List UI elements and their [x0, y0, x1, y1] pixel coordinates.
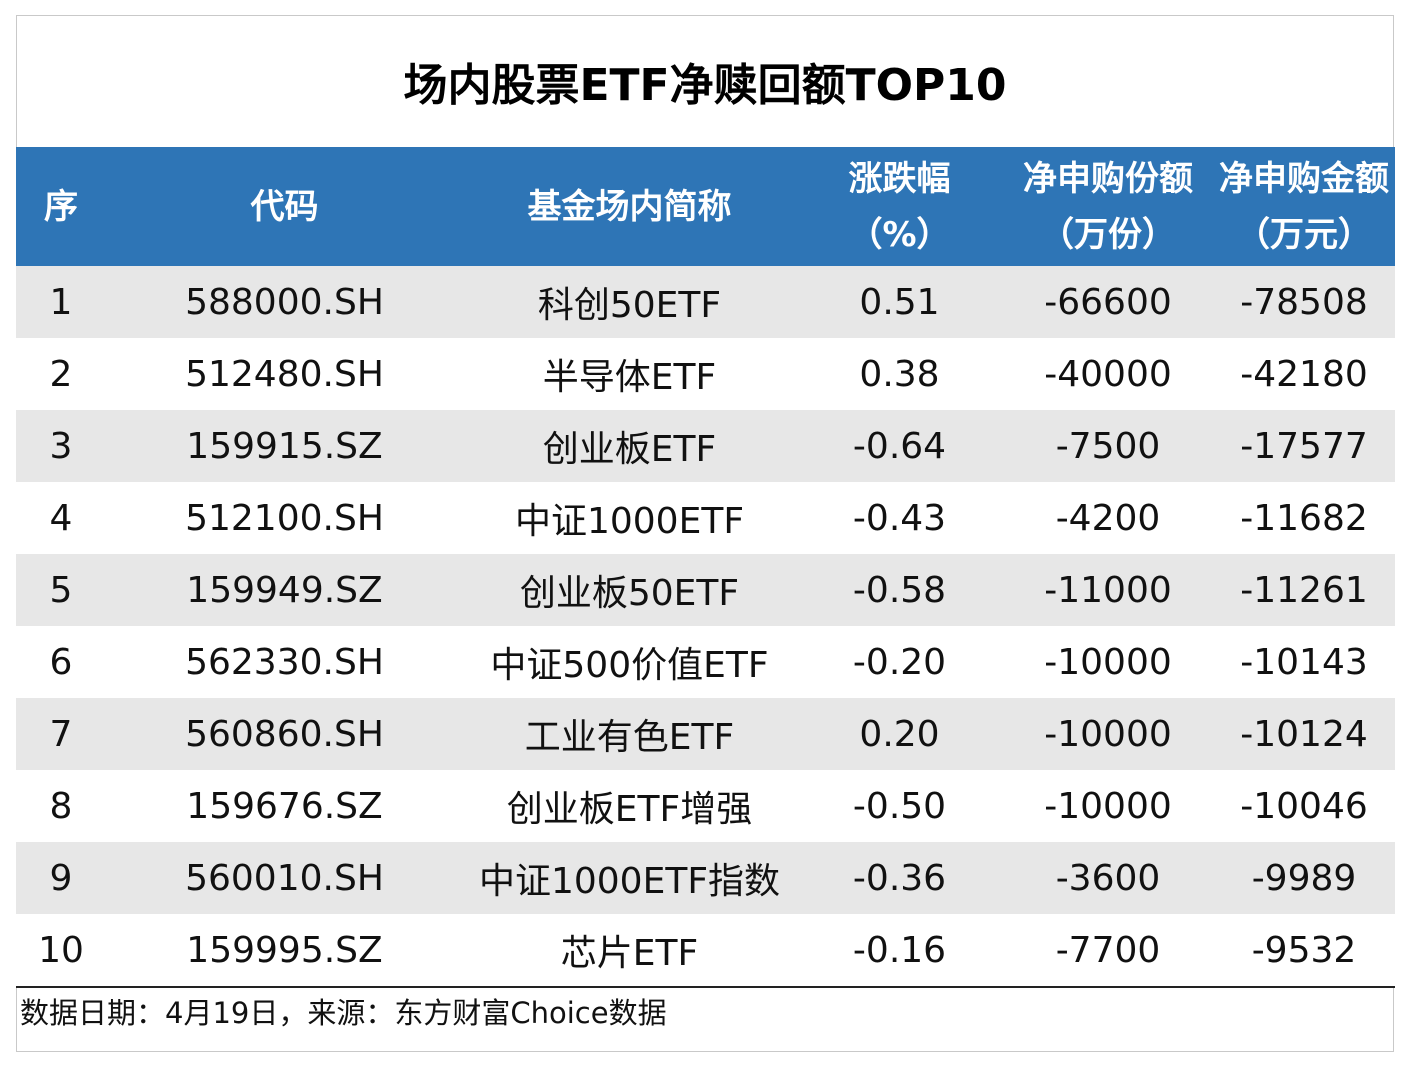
cell-amount: -10124 [1213, 698, 1395, 770]
cell-rank: 10 [16, 914, 106, 988]
column-header-shares: 净申购份额 （万份） [1003, 147, 1213, 266]
table-row: 10 159995.SZ 芯片ETF -0.16 -7700 -9532 [16, 914, 1395, 988]
column-header-amount: 净申购金额 （万元） [1213, 147, 1395, 266]
table-row: 4 512100.SH 中证1000ETF -0.43 -4200 -11682 [16, 482, 1395, 554]
cell-code: 560860.SH [106, 698, 463, 770]
table-row: 7 560860.SH 工业有色ETF 0.20 -10000 -10124 [16, 698, 1395, 770]
cell-change: 0.38 [796, 338, 1003, 410]
cell-rank: 3 [16, 410, 106, 482]
column-header-change: 涨跌幅 （%） [796, 147, 1003, 266]
cell-change: -0.20 [796, 626, 1003, 698]
cell-name: 创业板50ETF [463, 554, 796, 626]
cell-code: 159915.SZ [106, 410, 463, 482]
cell-change: 0.51 [796, 266, 1003, 338]
cell-amount: -9532 [1213, 914, 1395, 988]
cell-rank: 7 [16, 698, 106, 770]
cell-rank: 2 [16, 338, 106, 410]
cell-name: 创业板ETF增强 [463, 770, 796, 842]
table-row: 8 159676.SZ 创业板ETF增强 -0.50 -10000 -10046 [16, 770, 1395, 842]
cell-amount: -17577 [1213, 410, 1395, 482]
cell-code: 159676.SZ [106, 770, 463, 842]
cell-name: 工业有色ETF [463, 698, 796, 770]
column-header-rank: 序 [16, 147, 106, 266]
cell-name: 中证1000ETF [463, 482, 796, 554]
cell-amount: -11682 [1213, 482, 1395, 554]
cell-code: 562330.SH [106, 626, 463, 698]
cell-change: -0.16 [796, 914, 1003, 988]
source-note: 数据日期：4月19日，来源：东方财富Choice数据 [20, 996, 667, 1030]
cell-rank: 9 [16, 842, 106, 914]
cell-rank: 5 [16, 554, 106, 626]
cell-change: 0.20 [796, 698, 1003, 770]
cell-shares: -7700 [1003, 914, 1213, 988]
table-row: 6 562330.SH 中证500价值ETF -0.20 -10000 -101… [16, 626, 1395, 698]
cell-shares: -3600 [1003, 842, 1213, 914]
cell-rank: 1 [16, 266, 106, 338]
etf-table: 序 代码 基金场内简称 涨跌幅 （%） 净申购份额 （万份） 净申购金额 （万元… [16, 147, 1395, 988]
table-header-row: 序 代码 基金场内简称 涨跌幅 （%） 净申购份额 （万份） 净申购金额 （万元… [16, 147, 1395, 266]
cell-rank: 8 [16, 770, 106, 842]
column-header-code: 代码 [106, 147, 463, 266]
table-row: 5 159949.SZ 创业板50ETF -0.58 -11000 -11261 [16, 554, 1395, 626]
table-row: 2 512480.SH 半导体ETF 0.38 -40000 -42180 [16, 338, 1395, 410]
cell-shares: -40000 [1003, 338, 1213, 410]
table-row: 9 560010.SH 中证1000ETF指数 -0.36 -3600 -998… [16, 842, 1395, 914]
cell-code: 560010.SH [106, 842, 463, 914]
cell-change: -0.50 [796, 770, 1003, 842]
cell-shares: -7500 [1003, 410, 1213, 482]
cell-amount: -42180 [1213, 338, 1395, 410]
cell-name: 中证500价值ETF [463, 626, 796, 698]
cell-shares: -66600 [1003, 266, 1213, 338]
cell-code: 512100.SH [106, 482, 463, 554]
cell-code: 159995.SZ [106, 914, 463, 988]
table-row: 3 159915.SZ 创业板ETF -0.64 -7500 -17577 [16, 410, 1395, 482]
cell-name: 创业板ETF [463, 410, 796, 482]
cell-shares: -10000 [1003, 626, 1213, 698]
cell-amount: -78508 [1213, 266, 1395, 338]
cell-code: 588000.SH [106, 266, 463, 338]
cell-shares: -11000 [1003, 554, 1213, 626]
cell-code: 159949.SZ [106, 554, 463, 626]
cell-code: 512480.SH [106, 338, 463, 410]
cell-amount: -11261 [1213, 554, 1395, 626]
page-title: 场内股票ETF净赎回额TOP10 [403, 60, 1007, 111]
cell-amount: -10143 [1213, 626, 1395, 698]
cell-rank: 6 [16, 626, 106, 698]
cell-shares: -10000 [1003, 698, 1213, 770]
cell-rank: 4 [16, 482, 106, 554]
column-header-name: 基金场内简称 [463, 147, 796, 266]
cell-change: -0.58 [796, 554, 1003, 626]
cell-change: -0.36 [796, 842, 1003, 914]
cell-name: 科创50ETF [463, 266, 796, 338]
cell-shares: -4200 [1003, 482, 1213, 554]
cell-amount: -10046 [1213, 770, 1395, 842]
cell-name: 芯片ETF [463, 914, 796, 988]
table-row: 1 588000.SH 科创50ETF 0.51 -66600 -78508 [16, 266, 1395, 338]
cell-change: -0.43 [796, 482, 1003, 554]
cell-amount: -9989 [1213, 842, 1395, 914]
cell-change: -0.64 [796, 410, 1003, 482]
cell-name: 半导体ETF [463, 338, 796, 410]
cell-shares: -10000 [1003, 770, 1213, 842]
cell-name: 中证1000ETF指数 [463, 842, 796, 914]
